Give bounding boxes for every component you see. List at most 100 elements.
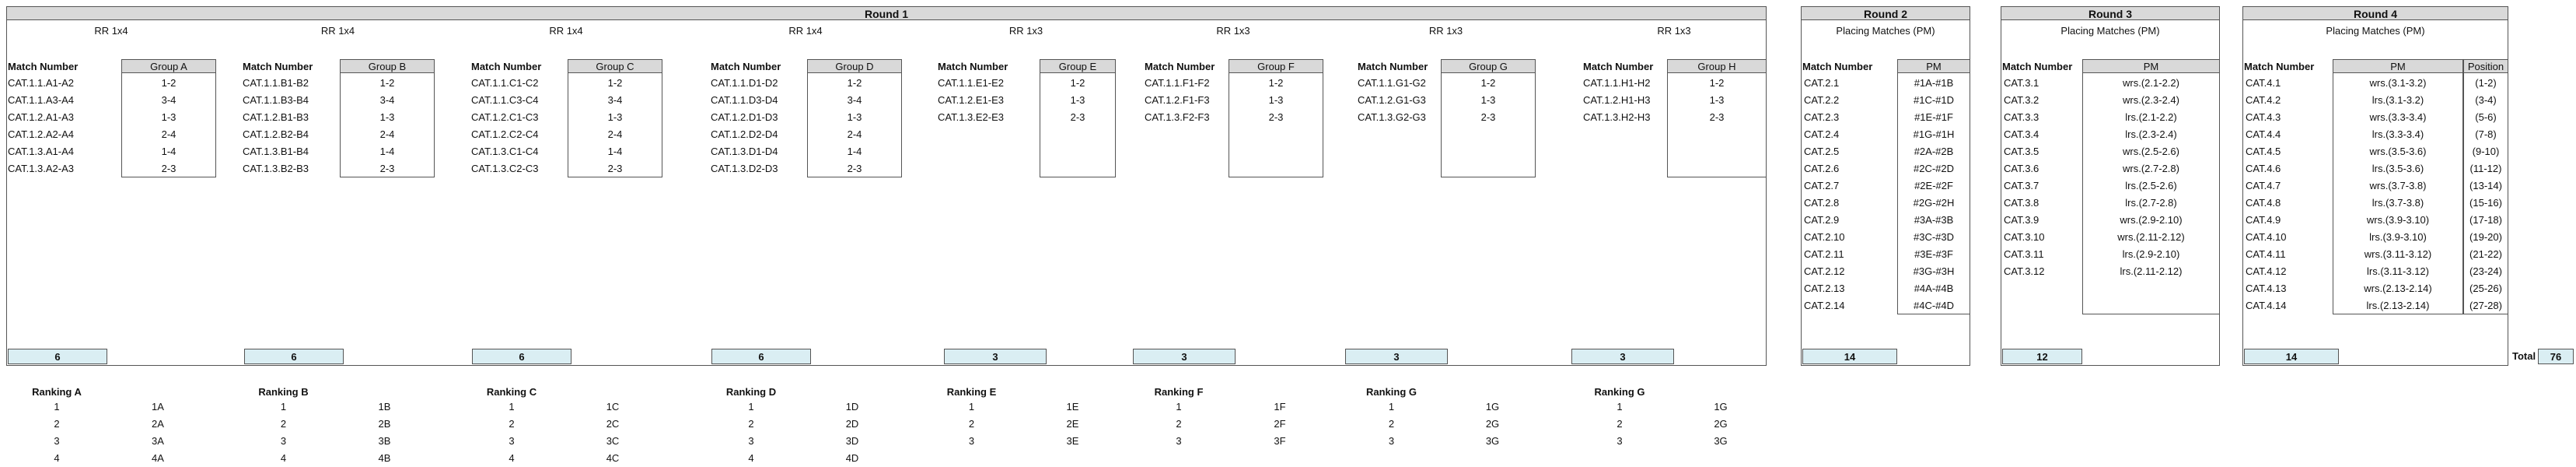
ranking-seed: 4A	[152, 452, 164, 464]
ranking-seed: 3G	[1714, 435, 1728, 447]
group-format: RR 1x4	[549, 25, 583, 37]
match-number: CAT.3.6	[2004, 163, 2039, 174]
match-result: 1-2	[607, 77, 623, 89]
match-number: CAT.2.5	[1804, 146, 1840, 157]
group-results-box	[568, 73, 662, 177]
match-result: 3-4	[379, 94, 395, 106]
group-total: 6	[8, 349, 107, 364]
ranking-seed: 2E	[1066, 418, 1079, 430]
ranking-place: 3	[1617, 435, 1623, 447]
placing-match: lrs.(2.7-2.8)	[2125, 197, 2177, 209]
match-number: CAT.3.8	[2004, 197, 2039, 209]
ranking-place: 1	[1617, 401, 1623, 413]
placing-match: lrs.(2.1-2.2)	[2125, 111, 2177, 123]
placing-match: wrs.(2.13-2.14)	[2364, 283, 2432, 294]
ranking-title: Ranking B	[258, 386, 309, 398]
grand-total-label: Total	[2512, 350, 2536, 362]
placing-match: lrs.(3.9-3.10)	[2369, 231, 2427, 243]
ranking-place: 4	[54, 452, 60, 464]
match-number: CAT.1.1.F1-F2	[1145, 77, 1210, 89]
match-result: 1-2	[1070, 77, 1085, 89]
round4-position-header: Position	[2463, 59, 2508, 73]
ranking-seed: 1G	[1485, 401, 1500, 413]
match-number: CAT.4.8	[2246, 197, 2281, 209]
match-number: CAT.4.2	[2246, 94, 2281, 106]
position-range: (21-22)	[2469, 248, 2502, 260]
position-range: (5-6)	[2475, 111, 2497, 123]
placing-match: wrs.(3.1-3.2)	[2369, 77, 2427, 89]
match-number: CAT.1.2.F1-F3	[1145, 94, 1210, 106]
position-range: (19-20)	[2469, 231, 2502, 243]
match-number: CAT.1.1.C3-C4	[471, 94, 539, 106]
match-result: 2-4	[607, 128, 623, 140]
match-result: 2-3	[607, 163, 623, 174]
match-number: CAT.1.3.E2-E3	[938, 111, 1005, 123]
match-result: 1-4	[607, 146, 623, 157]
match-number: CAT.4.7	[2246, 180, 2281, 191]
ranking-seed: 1G	[1714, 401, 1728, 413]
match-result: 2-3	[1268, 111, 1284, 123]
match-number: CAT.1.3.D1-D4	[711, 146, 778, 157]
group-total: 3	[1345, 349, 1448, 364]
group-header: Group H	[1667, 59, 1767, 73]
group-format: RR 1x3	[1657, 25, 1691, 37]
match-number: CAT.3.2	[2004, 94, 2039, 106]
match-number: CAT.1.2.A1-A3	[8, 111, 75, 123]
ranking-place: 2	[1388, 418, 1395, 430]
match-result: 2-3	[379, 163, 395, 174]
match-result: 2-3	[847, 163, 862, 174]
match-number: CAT.2.14	[1804, 300, 1845, 311]
placing-match: lrs.(3.5-3.6)	[2372, 163, 2424, 174]
ranking-seed: 3D	[845, 435, 859, 447]
placing-match: lrs.(3.7-3.8)	[2372, 197, 2424, 209]
match-number: CAT.2.8	[1804, 197, 1840, 209]
ranking-seed: 2D	[845, 418, 859, 430]
ranking-place: 1	[1388, 401, 1395, 413]
match-number: CAT.2.4	[1804, 128, 1840, 140]
match-number: CAT.4.13	[2246, 283, 2287, 294]
match-result: 3-4	[161, 94, 177, 106]
match-result: 1-2	[1480, 77, 1496, 89]
ranking-seed: 3A	[152, 435, 164, 447]
placing-match: wrs.(3.3-3.4)	[2369, 111, 2427, 123]
position-range: (9-10)	[2472, 146, 2500, 157]
match-result: 2-3	[1709, 111, 1725, 123]
ranking-place: 3	[280, 435, 287, 447]
match-number: CAT.1.2.B2-B4	[243, 128, 309, 140]
match-number: CAT.4.4	[2246, 128, 2281, 140]
placing-match: #3A-#3B	[1914, 214, 1954, 226]
match-number: CAT.1.3.A2-A3	[8, 163, 75, 174]
match-number: CAT.4.11	[2246, 248, 2286, 260]
ranking-title: Ranking C	[486, 386, 537, 398]
match-result: 1-2	[1268, 77, 1284, 89]
group-format: RR 1x4	[94, 25, 128, 37]
ranking-seed: 2A	[152, 418, 164, 430]
match-number: CAT.3.7	[2004, 180, 2039, 191]
ranking-title: Ranking G	[1365, 386, 1417, 398]
match-number: CAT.1.2.C2-C4	[471, 128, 539, 140]
round4-title: Round 4	[2242, 6, 2508, 20]
ranking-seed: 1C	[606, 401, 620, 413]
placing-match: #1G-#1H	[1913, 128, 1955, 140]
match-number: CAT.1.1.D3-D4	[711, 94, 778, 106]
group-header: Group F	[1229, 59, 1323, 73]
ranking-seed: 2C	[606, 418, 620, 430]
placing-match: #1C-#1D	[1913, 94, 1955, 106]
match-number: CAT.2.6	[1804, 163, 1840, 174]
match-result: 1-4	[161, 146, 177, 157]
ranking-place: 2	[509, 418, 515, 430]
placing-match: #2A-#2B	[1914, 146, 1954, 157]
ranking-title: Ranking D	[725, 386, 777, 398]
match-result: 3-4	[847, 94, 862, 106]
match-result: 1-3	[847, 111, 862, 123]
group-header: Group D	[807, 59, 902, 73]
ranking-place: 3	[1176, 435, 1182, 447]
ranking-place: 2	[280, 418, 287, 430]
ranking-seed: 3C	[606, 435, 620, 447]
position-range: (15-16)	[2469, 197, 2502, 209]
placing-match: wrs.(2.9-2.10)	[2120, 214, 2183, 226]
group-header: Group C	[568, 59, 662, 73]
match-result: 1-3	[1480, 94, 1496, 106]
placing-match: lrs.(2.13-2.14)	[2366, 300, 2430, 311]
ranking-seed: 2G	[1485, 418, 1500, 430]
